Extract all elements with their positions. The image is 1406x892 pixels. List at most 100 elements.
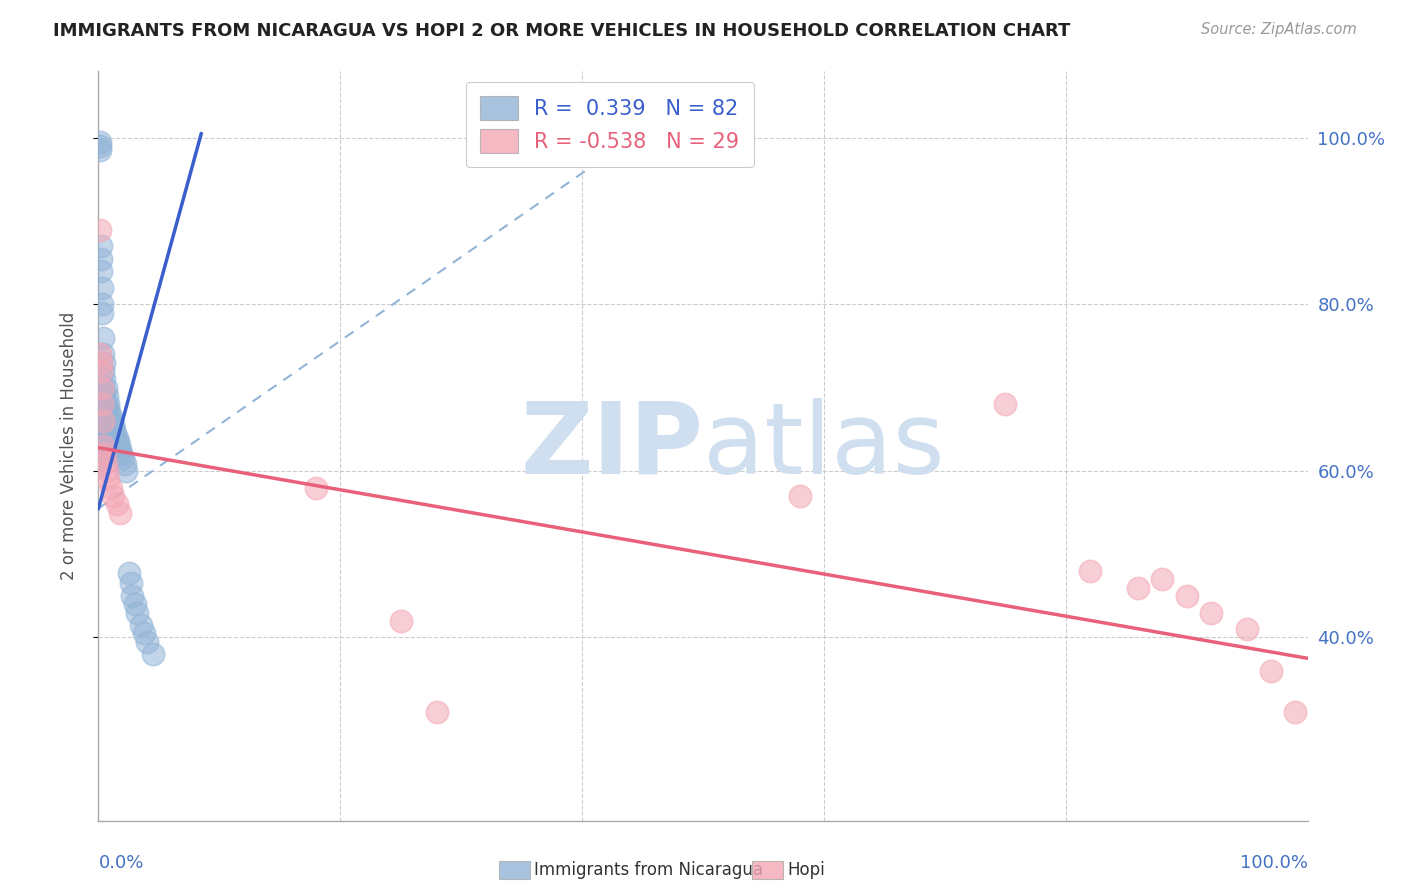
Point	[97, 409, 120, 424]
Point	[91, 331, 114, 345]
Point	[91, 397, 114, 411]
Point	[91, 397, 114, 411]
Point	[129, 618, 152, 632]
Point	[100, 409, 122, 424]
Point	[91, 406, 114, 420]
Point	[103, 434, 125, 449]
Point	[134, 626, 156, 640]
Point	[93, 418, 115, 433]
Point	[108, 439, 131, 453]
Point	[89, 144, 111, 158]
Point	[97, 472, 120, 486]
Point	[93, 406, 115, 420]
Point	[108, 506, 131, 520]
Point	[108, 443, 131, 458]
Point	[93, 447, 115, 461]
Point	[94, 397, 117, 411]
Point	[1199, 606, 1222, 620]
Point	[789, 489, 811, 503]
Point	[89, 135, 111, 149]
Point	[97, 420, 120, 434]
Point	[91, 306, 114, 320]
Point	[89, 431, 111, 445]
Point	[94, 422, 117, 436]
Text: Immigrants from Nicaragua: Immigrants from Nicaragua	[534, 861, 763, 879]
Point	[101, 489, 124, 503]
Point	[305, 481, 328, 495]
Point	[104, 426, 127, 441]
Text: ZIP: ZIP	[520, 398, 703, 494]
Point	[96, 389, 118, 403]
Point	[90, 441, 112, 455]
Point	[90, 356, 112, 370]
Point	[1260, 664, 1282, 678]
Point	[100, 422, 122, 436]
Legend: R =  0.339   N = 82, R = -0.538   N = 29: R = 0.339 N = 82, R = -0.538 N = 29	[465, 82, 754, 168]
Point	[89, 443, 111, 458]
Point	[89, 347, 111, 361]
Point	[90, 252, 112, 266]
Point	[98, 404, 121, 418]
Point	[91, 434, 114, 449]
Text: 100.0%: 100.0%	[1240, 855, 1308, 872]
Point	[1236, 622, 1258, 636]
Point	[101, 418, 124, 433]
Point	[91, 381, 114, 395]
Point	[91, 422, 114, 436]
Point	[89, 459, 111, 474]
Point	[121, 589, 143, 603]
Point	[90, 414, 112, 428]
Point	[100, 481, 122, 495]
Point	[91, 281, 114, 295]
Point	[100, 414, 122, 428]
Point	[97, 397, 120, 411]
Point	[90, 431, 112, 445]
Point	[91, 414, 114, 428]
Point	[90, 264, 112, 278]
Text: atlas: atlas	[703, 398, 945, 494]
Point	[96, 414, 118, 428]
Text: Source: ZipAtlas.com: Source: ZipAtlas.com	[1201, 22, 1357, 37]
Point	[994, 397, 1017, 411]
Point	[91, 439, 114, 453]
Point	[94, 409, 117, 424]
Point	[1152, 572, 1174, 586]
Point	[89, 139, 111, 153]
Point	[114, 458, 136, 472]
Point	[96, 464, 118, 478]
Point	[93, 356, 115, 370]
Point	[103, 422, 125, 436]
Point	[111, 451, 134, 466]
Text: Hopi: Hopi	[787, 861, 825, 879]
Point	[90, 422, 112, 436]
Point	[105, 431, 128, 445]
Point	[118, 566, 141, 580]
Y-axis label: 2 or more Vehicles in Household: 2 or more Vehicles in Household	[59, 312, 77, 580]
Point	[105, 497, 128, 511]
Point	[96, 424, 118, 438]
Point	[105, 441, 128, 455]
Point	[426, 706, 449, 720]
Point	[101, 431, 124, 445]
Point	[90, 364, 112, 378]
Point	[91, 397, 114, 411]
Point	[90, 239, 112, 253]
Point	[89, 456, 111, 470]
Point	[94, 381, 117, 395]
Point	[91, 414, 114, 428]
Text: IMMIGRANTS FROM NICARAGUA VS HOPI 2 OR MORE VEHICLES IN HOUSEHOLD CORRELATION CH: IMMIGRANTS FROM NICARAGUA VS HOPI 2 OR M…	[53, 22, 1071, 40]
Point	[94, 456, 117, 470]
Point	[91, 429, 114, 443]
Point	[91, 347, 114, 361]
Point	[96, 401, 118, 416]
Point	[90, 445, 112, 459]
Point	[90, 449, 112, 463]
Point	[89, 439, 111, 453]
Point	[127, 606, 149, 620]
Point	[93, 389, 115, 403]
Point	[142, 647, 165, 661]
Point	[100, 433, 122, 447]
Point	[124, 597, 146, 611]
Point	[115, 464, 138, 478]
Point	[110, 447, 132, 461]
